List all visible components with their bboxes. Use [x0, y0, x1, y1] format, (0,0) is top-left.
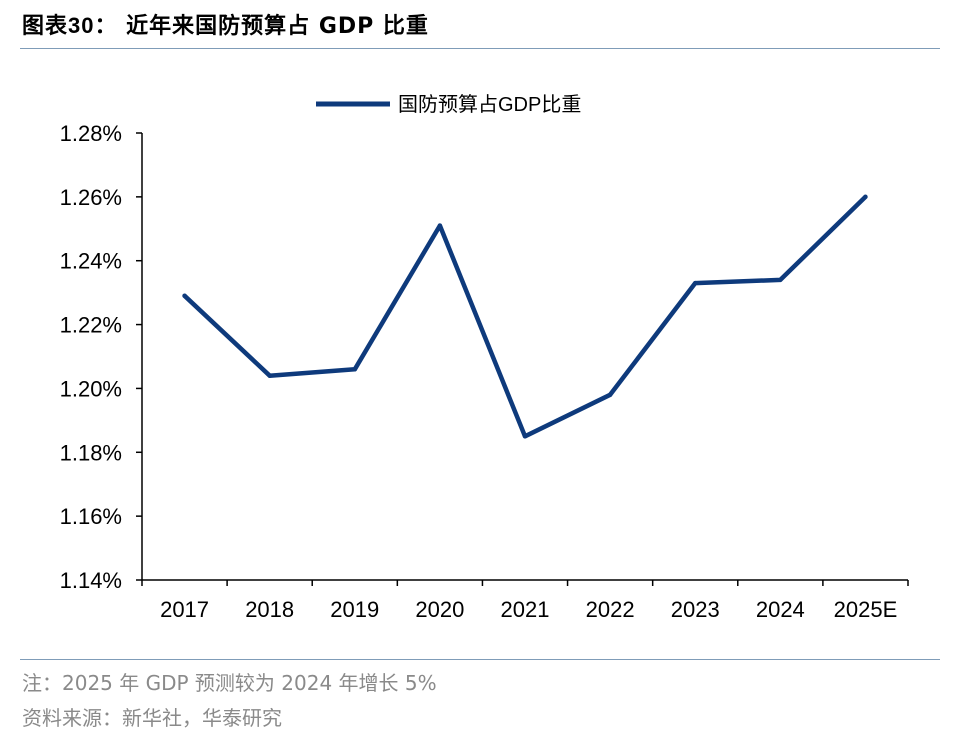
- data-point: [778, 277, 783, 283]
- data-point: [437, 223, 443, 228]
- data-point: [352, 367, 357, 372]
- x-tick-label: 2023: [671, 597, 720, 622]
- y-tick-label: 1.24%: [60, 249, 122, 274]
- data-point: [267, 373, 272, 378]
- x-tick-label: 2022: [586, 597, 635, 622]
- x-axis: 2017 2018 2019 2020 2021 2022 2023 2024 2025E: [141, 579, 909, 622]
- x-tick-label: 2018: [245, 597, 294, 622]
- legend: 国防预算占GDP比重: [316, 93, 581, 116]
- y-tick-label: 1.22%: [60, 313, 122, 338]
- x-tick-label: 2024: [756, 597, 805, 622]
- y-tick-label: 1.28%: [60, 121, 122, 146]
- plot-area: [182, 194, 868, 439]
- x-tick-label: 2021: [501, 597, 550, 622]
- y-tick-label: 1.18%: [60, 440, 122, 465]
- chart-note: 注：2025 年 GDP 预测较为 2024 年增长 5%: [22, 671, 437, 695]
- y-tick-label: 1.14%: [60, 568, 122, 593]
- legend-label: 国防预算占GDP比重: [398, 93, 581, 116]
- figure-title-text: 近年来国防预算占 GDP 比重: [126, 14, 429, 39]
- title-divider: [20, 48, 940, 49]
- figure-number: 图表30：: [22, 13, 118, 38]
- data-point: [522, 434, 528, 439]
- y-tick-label: 1.26%: [60, 185, 122, 210]
- data-point: [607, 392, 613, 398]
- x-tick-label: 2025E: [834, 597, 898, 622]
- data-point: [863, 194, 868, 200]
- x-tick-label: 2017: [160, 597, 209, 622]
- data-point: [182, 293, 187, 299]
- chart-source: 资料来源：新华社，华泰研究: [22, 706, 282, 730]
- x-tick-label: 2020: [415, 597, 464, 622]
- data-point: [693, 280, 698, 286]
- x-tick-label: 2019: [330, 597, 379, 622]
- line-chart: 国防预算占GDP比重 1.14% 1.16% 1.18% 1.20% 1.22% 1.24…: [60, 93, 909, 622]
- y-tick-label: 1.16%: [60, 504, 122, 529]
- footer-divider: [20, 659, 940, 660]
- y-tick-label: 1.20%: [60, 376, 122, 401]
- figure-title: 图表30： 近年来国防预算占 GDP 比重: [22, 8, 429, 40]
- y-axis: 1.14% 1.16% 1.18% 1.20% 1.22% 1.24% 1.26% 1.28%: [60, 121, 143, 593]
- series-line: [182, 194, 868, 439]
